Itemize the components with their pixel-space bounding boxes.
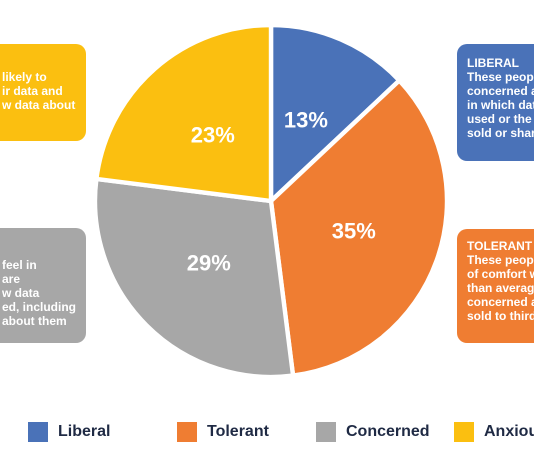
callout-line: than averag (467, 281, 534, 295)
legend-label-liberal: Liberal (58, 423, 111, 440)
callout-line: are (2, 272, 21, 286)
pie-slice-concerned (92, 176, 296, 380)
callout-line: in which dat (467, 98, 534, 112)
slice-label-concerned: 29% (187, 251, 231, 276)
legend-swatch-liberal (28, 422, 48, 442)
legend-swatch-tolerant (177, 422, 197, 442)
callout-tolerant: TOLERANT These peop of comfort w than av… (457, 229, 534, 343)
legend-label-tolerant: Tolerant (207, 423, 269, 440)
callout-line: These people (467, 70, 534, 84)
callout-line: sold or shar (467, 126, 534, 140)
legend-label-anxious: Anxiou (484, 423, 534, 440)
callout-line: likely to (2, 70, 47, 84)
slice-label-anxious: 23% (191, 122, 235, 147)
callout-line: concerned a (467, 84, 534, 98)
callout-line: These peop (467, 253, 534, 267)
callout-line: sold to third (467, 309, 534, 323)
slice-label-tolerant: 35% (332, 218, 376, 243)
callout-line: concerned a (467, 295, 534, 309)
legend-item-tolerant: Tolerant (177, 420, 269, 444)
legend-swatch-anxious (454, 422, 474, 442)
pie-slices (92, 22, 450, 380)
pie-slice-labels: 13% 35% 29% 23% (187, 108, 376, 276)
legend-item-liberal: Liberal (28, 420, 110, 444)
callout-anxious: likely to ir data and w data about (0, 44, 86, 141)
callout-heading: TOLERANT (467, 239, 533, 253)
callout-heading: LIBERAL (467, 56, 519, 70)
legend-swatch-concerned (316, 422, 336, 442)
callout-line: w data (2, 286, 40, 300)
callout-line: of comfort w (467, 267, 534, 281)
callout-line: w data about (2, 98, 76, 112)
legend: Liberal Tolerant Concerned Anxiou (0, 420, 534, 444)
legend-label-concerned: Concerned (346, 423, 430, 440)
legend-item-concerned: Concerned (316, 420, 430, 444)
callout-liberal: LIBERAL These people concerned a in whic… (457, 44, 534, 161)
callout-line: about them (2, 314, 67, 328)
pie-slice-liberal (268, 22, 402, 204)
callout-line: ed, including (2, 300, 76, 314)
callout-line: feel in (2, 258, 37, 272)
legend-item-anxious: Anxiou (454, 420, 534, 444)
callout-line: ir data and (2, 84, 63, 98)
slice-label-liberal: 13% (284, 108, 328, 133)
callout-concerned: feel in are w data ed, including about t… (0, 228, 86, 343)
callout-line: used or the (467, 112, 532, 126)
pie-slice-tolerant (268, 78, 450, 378)
pie-slice-anxious (94, 22, 274, 204)
